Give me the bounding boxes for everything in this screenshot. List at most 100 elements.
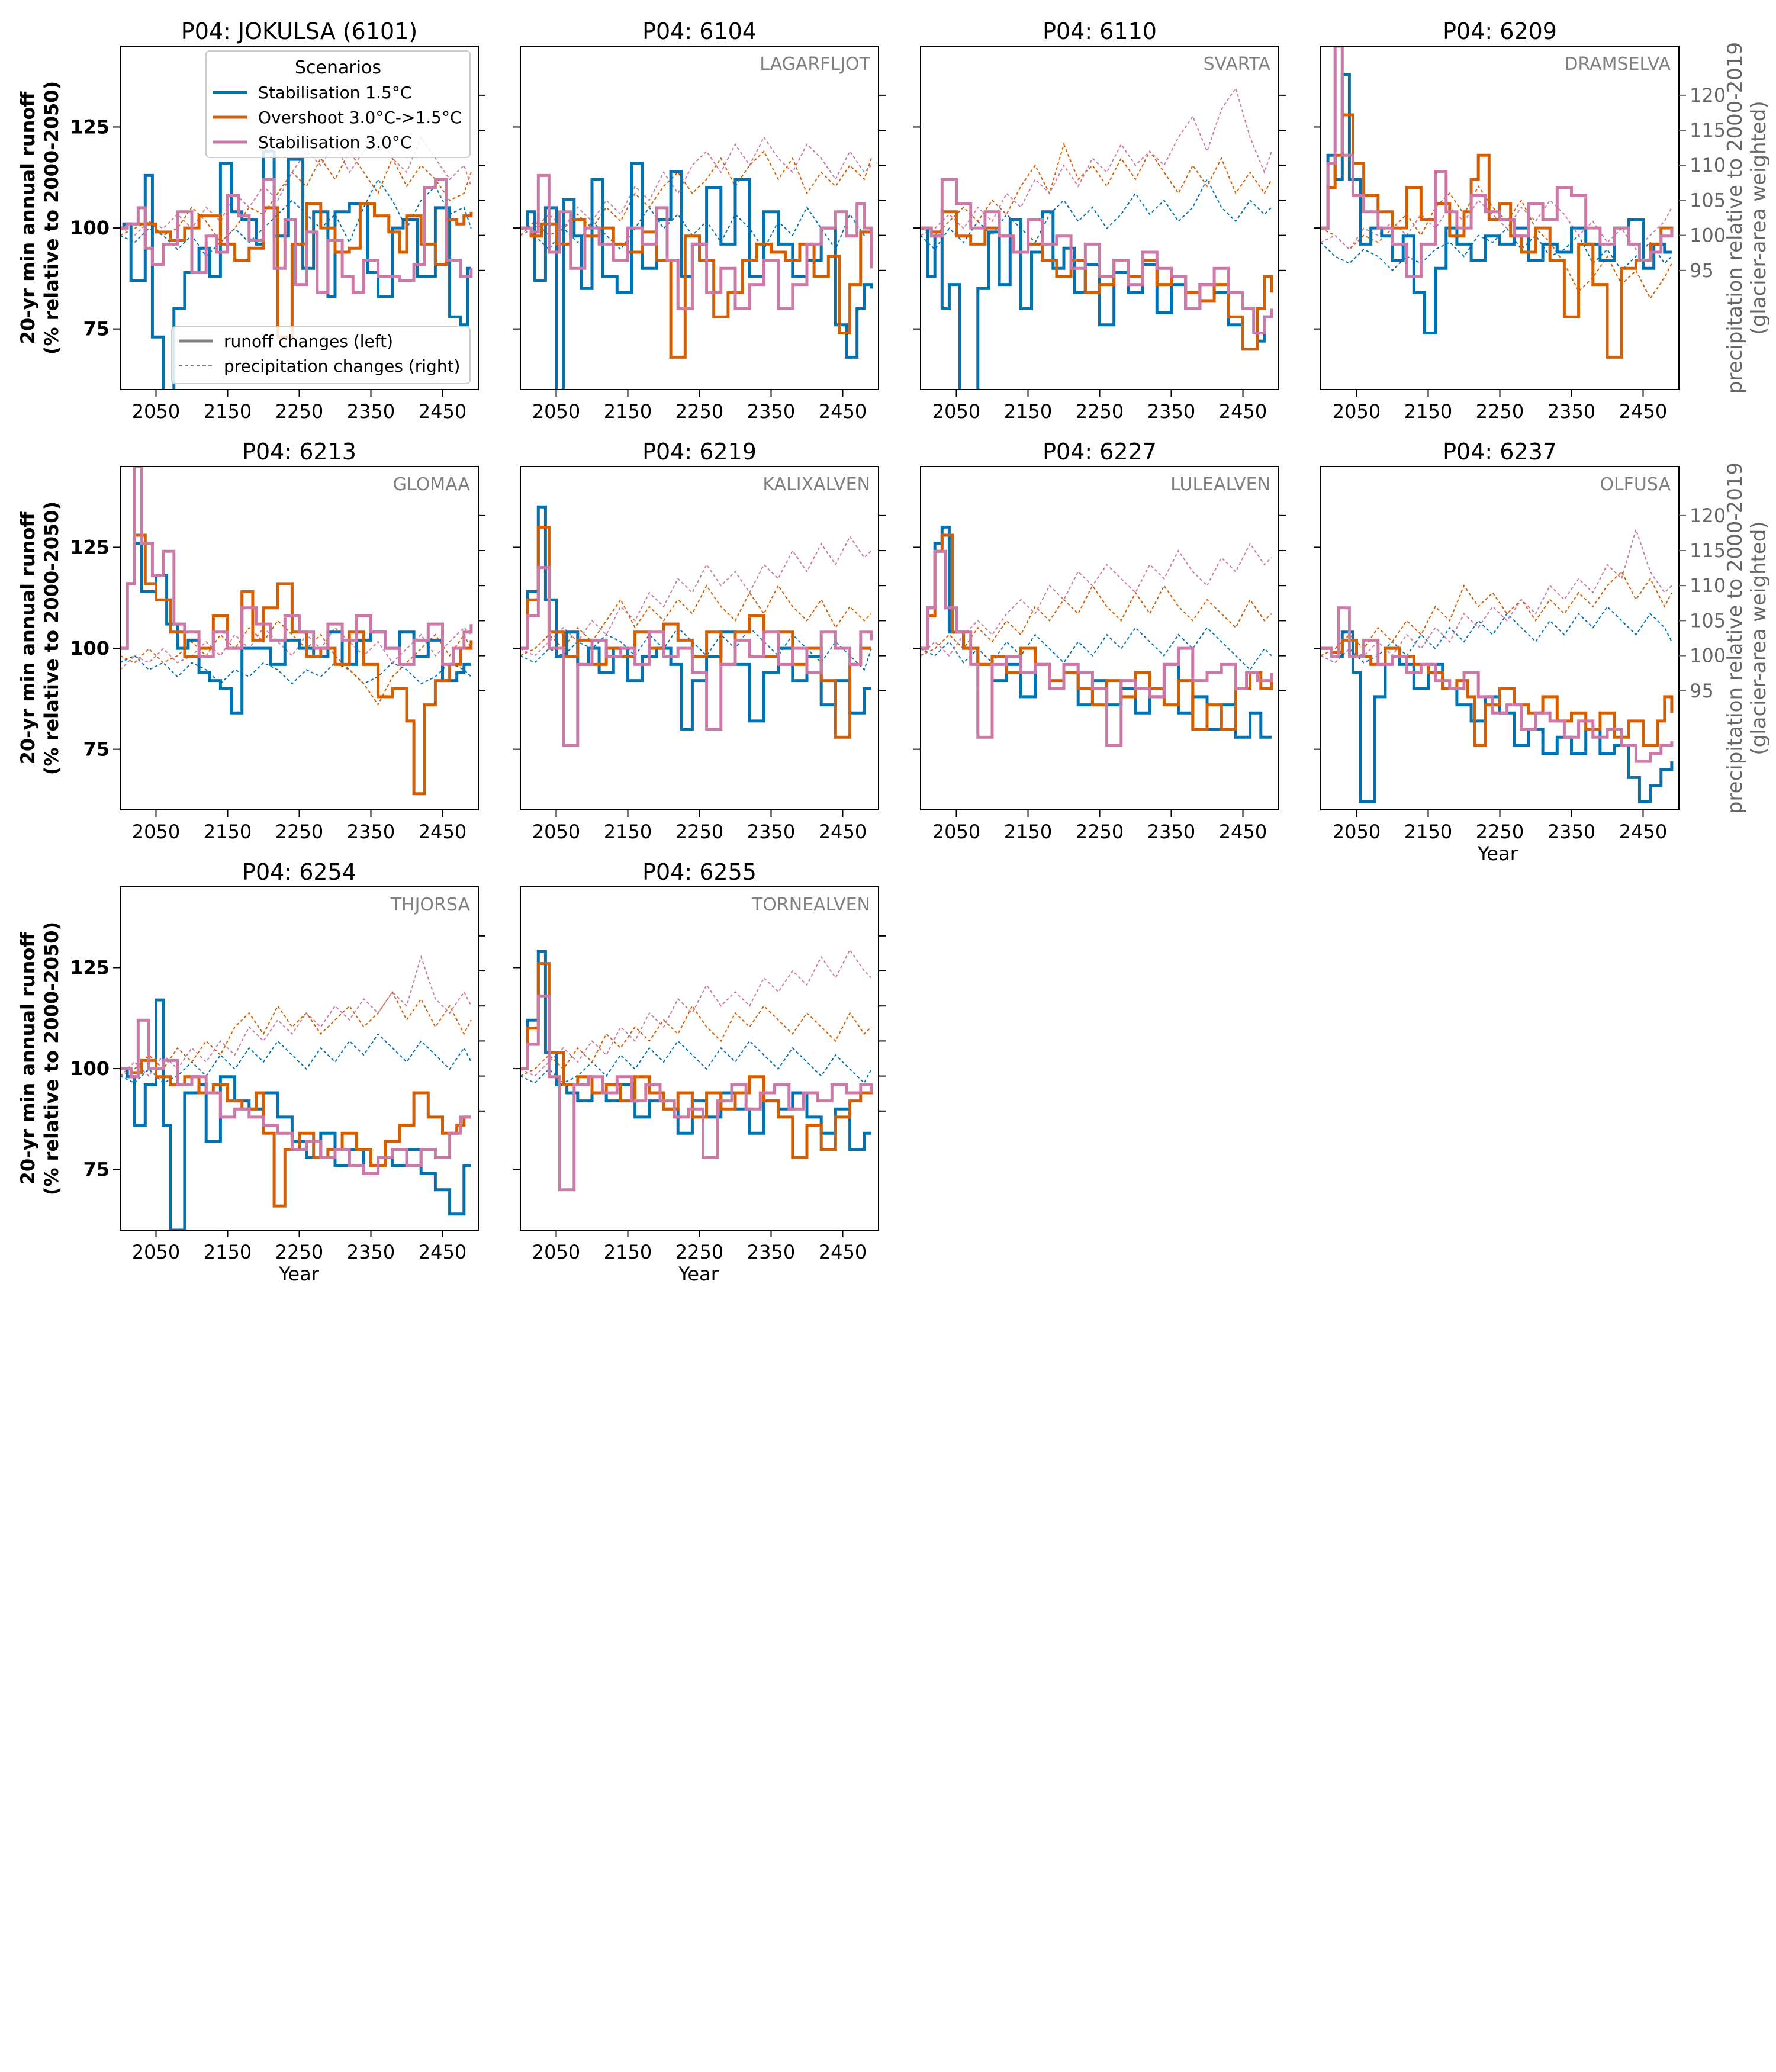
runoff-line-overshoot	[921, 210, 1273, 351]
xlabel-panel-10: Year	[678, 1263, 719, 1285]
panel-title: P04: 6219	[642, 439, 757, 465]
x-tick-label: 2050	[532, 1241, 580, 1263]
x-tick-label: 2250	[1476, 400, 1524, 423]
runoff-line-stab30	[120, 466, 473, 666]
left-axis-label-row2-line2: (% relative to 2000-2050)	[40, 501, 63, 775]
x-tick-label: 2250	[675, 821, 723, 843]
river-label: KALIXALVEN	[762, 474, 870, 495]
precip-line-overshoot	[520, 150, 872, 236]
legend-label-precip: precipitation changes (right)	[224, 356, 460, 376]
y-tick-right-label: 95	[1690, 259, 1714, 282]
legend-scenarios-frame	[205, 50, 471, 158]
x-tick-label: 2150	[1004, 821, 1052, 843]
runoff-line-stab30	[921, 178, 1273, 334]
runoff-line-stab30	[1321, 46, 1674, 278]
river-label: LULEALVEN	[1170, 474, 1270, 495]
runoff-line-stab15	[520, 162, 873, 390]
x-tick-label: 2350	[1147, 400, 1195, 423]
river-label: TORNEALVEN	[751, 895, 870, 915]
left-axis-label-row1-line2: (% relative to 2000-2050)	[40, 81, 63, 355]
runoff-line-overshoot	[520, 218, 873, 359]
axes-frame	[120, 886, 479, 1231]
x-tick-label: 2450	[1619, 821, 1667, 843]
y-tick-left-label: 125	[70, 956, 110, 979]
river-label: SVARTA	[1204, 54, 1271, 75]
precip-line-stab15	[520, 626, 872, 671]
precip-line-overshoot	[120, 150, 472, 243]
river-label: DRAMSELVA	[1564, 54, 1671, 75]
plot-area-6	[520, 505, 873, 747]
x-tick-label: 2450	[1219, 821, 1267, 843]
xlabel-panel-8: Year	[1477, 842, 1518, 865]
river-label: GLOMAA	[393, 474, 471, 495]
x-tick-label: 2250	[675, 1241, 723, 1263]
x-tick-label: 2050	[532, 400, 580, 423]
panel-title: P04: 6254	[242, 859, 356, 885]
runoff-line-stab30	[520, 566, 873, 747]
runoff-line-overshoot	[120, 1058, 471, 1208]
runoff-line-overshoot	[120, 202, 473, 339]
right-axis-labels: precipitation relative to 2000-2019 (gla…	[1723, 42, 1771, 814]
runoff-line-stab30	[921, 549, 1273, 747]
x-tick-label: 2050	[932, 400, 980, 423]
x-tick-label: 2250	[275, 1241, 323, 1263]
x-tick-label: 2350	[747, 400, 795, 423]
y-tick-left-label: 100	[70, 637, 110, 659]
precip-line-overshoot	[520, 1005, 872, 1077]
left-axis-label-row2-line1: 20-yr min annual runoff	[17, 511, 39, 765]
river-label: LAGARFLJOT	[760, 54, 870, 75]
plot-area-2	[520, 136, 873, 390]
x-tick-label: 2350	[347, 1241, 395, 1263]
left-axis-labels: 20-yr min annual runoff (% relative to 2…	[17, 81, 63, 1195]
precip-line-overshoot	[520, 584, 872, 657]
y-tick-left-label: 75	[83, 1159, 110, 1181]
x-tick-label: 2250	[675, 400, 723, 423]
plot-area-9	[120, 955, 472, 1230]
x-tick-label: 2350	[347, 821, 395, 843]
x-tick-label: 2050	[132, 400, 180, 423]
x-tick-label: 2250	[1476, 821, 1524, 843]
precip-line-stab30	[120, 626, 472, 671]
x-tick-label: 2150	[204, 1241, 252, 1263]
plot-area-8	[1321, 527, 1674, 803]
panel-4: P04: 6209 DRAMSELVA 2050 2150 2250 2350 2450 95…	[1314, 18, 1726, 423]
xlabel-panel-9: Year	[278, 1263, 320, 1285]
runoff-line-stab15	[1321, 73, 1672, 334]
runoff-line-stab15	[520, 505, 871, 731]
panel-5: P04: 6213 GLOMAA 2050 2150 2250 2350 2450 75 100…	[70, 439, 485, 843]
panel-7: P04: 6227 LULEALVEN 2050 2150 2250 2350 2450	[913, 439, 1286, 843]
runoff-line-overshoot	[120, 533, 473, 796]
precip-line-stab30	[1321, 199, 1672, 250]
x-tick-label: 2350	[1547, 821, 1595, 843]
precip-line-stab15	[1321, 606, 1672, 664]
precip-line-stab30	[921, 542, 1272, 657]
x-tick-label: 2150	[604, 1241, 652, 1263]
y-tick-right-label: 120	[1690, 504, 1726, 527]
y-tick-right-label: 100	[1690, 645, 1726, 667]
runoff-line-stab30	[120, 178, 473, 294]
legend-scenarios-title: Scenarios	[295, 57, 381, 78]
runoff-line-stab30	[120, 1018, 471, 1175]
panel-1: P04: JOKULSA (6101) 2050 2150 2250 2350 2450 7…	[70, 18, 485, 423]
x-tick-label: 2350	[747, 821, 795, 843]
precip-line-overshoot	[120, 990, 472, 1077]
y-tick-left-label: 100	[70, 217, 110, 239]
plot-area-4	[1321, 46, 1674, 359]
left-axis-label-row3-line2: (% relative to 2000-2050)	[40, 922, 63, 1195]
legend-scenarios: Scenarios Stabilisation 1.5°C Overshoot …	[205, 50, 471, 158]
runoff-line-overshoot	[921, 533, 1273, 731]
x-tick-label: 2450	[419, 400, 466, 423]
legend-label-stab30: Stabilisation 3.0°C	[258, 133, 411, 152]
panel-title: P04: 6213	[242, 439, 356, 465]
panel-title: P04: 6255	[642, 859, 757, 885]
x-tick-label: 2050	[532, 821, 580, 843]
x-tick-label: 2150	[1404, 400, 1452, 423]
precip-line-stab30	[921, 86, 1272, 236]
right-axis-label-row2-line2: (glacier-area weighted)	[1747, 521, 1771, 755]
precip-line-overshoot	[921, 142, 1272, 236]
legend-line-styles: runoff changes (left) precipitation chan…	[171, 326, 471, 384]
x-tick-label: 2150	[204, 821, 252, 843]
x-tick-label: 2450	[819, 821, 867, 843]
precip-line-stab15	[120, 655, 472, 685]
